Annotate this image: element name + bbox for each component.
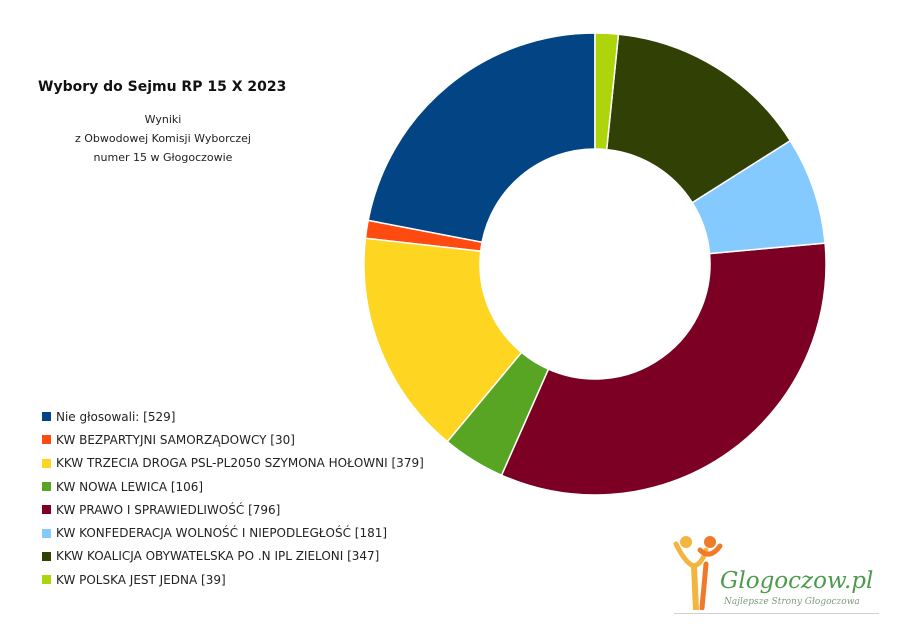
legend-item: KKW TRZECIA DROGA PSL-PL2050 SZYMONA HOŁ…: [42, 452, 424, 475]
legend-item: KW NOWA LEWICA [106]: [42, 475, 424, 498]
legend-swatch: [42, 551, 51, 561]
legend-label: Nie głosowali: [529]: [56, 409, 176, 424]
donut-slice-0: [367, 32, 596, 244]
legend-label: KKW TRZECIA DROGA PSL-PL2050 SZYMONA HOŁ…: [56, 456, 424, 471]
legend-swatch: [42, 482, 51, 492]
logo-underline: [674, 613, 879, 614]
legend-label: KW BEZPARTYJNI SAMORZĄDOWCY [30]: [56, 432, 295, 447]
subtitle-line: z Obwodowej Komisji Wyborczej: [74, 132, 251, 145]
subtitle-line: Wyniki: [144, 113, 182, 126]
donut-slice-2: [363, 237, 523, 443]
legend-item: KW BEZPARTYJNI SAMORZĄDOWCY [30]: [42, 428, 424, 451]
chart-title: Wybory do Sejmu RP 15 X 2023: [38, 79, 287, 95]
legend-swatch: [42, 435, 51, 445]
logo-name: Glogoczow.pl: [720, 568, 874, 594]
logo-tagline: Najlepsze Strony Głogoczowa: [724, 597, 860, 607]
legend-item: KW POLSKA JEST JEDNA [39]: [42, 568, 424, 591]
legend-swatch: [42, 575, 51, 585]
legend-swatch: [42, 505, 51, 515]
chart-legend: Nie głosowali: [529] KW BEZPARTYJNI SAMOR…: [42, 405, 424, 591]
legend-label: KW PRAWO I SPRAWIEDLIWOŚĆ [796]: [56, 502, 281, 517]
legend-label: KW KONFEDERACJA WOLNOŚĆ I NIEPODLEGŁOŚĆ …: [56, 526, 388, 541]
legend-label: KW NOWA LEWICA [106]: [56, 479, 204, 494]
legend-item: KW KONFEDERACJA WOLNOŚĆ I NIEPODLEGŁOŚĆ …: [42, 521, 424, 544]
legend-item: Nie głosowali: [529]: [42, 405, 424, 428]
legend-label: KW POLSKA JEST JEDNA [39]: [56, 572, 226, 587]
legend-item: KKW KOALICJA OBYWATELSKA PO .N IPL ZIELO…: [42, 545, 424, 568]
legend-swatch: [42, 528, 51, 538]
legend-item: KW PRAWO I SPRAWIEDLIWOŚĆ [796]: [42, 498, 424, 521]
legend-label: KKW KOALICJA OBYWATELSKA PO .N IPL ZIELO…: [56, 549, 380, 564]
donut-slice-7: [594, 32, 620, 151]
legend-swatch: [42, 412, 51, 422]
chart-subtitle: Wyniki z Obwodowej Komisji Wyborczej num…: [48, 110, 278, 167]
donut-slice-6: [605, 33, 792, 204]
donut-slice-4: [500, 242, 827, 496]
legend-swatch: [42, 458, 51, 468]
site-logo: Glogoczow.pl Najlepsze Strony Głogoczowa: [672, 530, 887, 620]
people-logo-icon: [673, 536, 723, 610]
subtitle-line: numer 15 w Głogoczowie: [93, 151, 233, 164]
